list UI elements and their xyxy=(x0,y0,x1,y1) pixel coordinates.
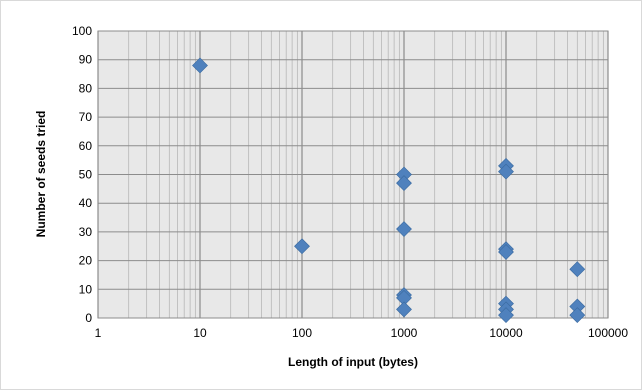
y-tick-label: 0 xyxy=(85,311,92,325)
tick-labels: 1 10 100 1000 10000 100000 0 10 20 30 40 50 60 70 80 90… xyxy=(72,24,628,340)
x-tick-label: 1000 xyxy=(391,326,418,340)
x-tick-label: 10000 xyxy=(489,326,523,340)
data-point xyxy=(569,261,586,278)
x-tick-label: 100 xyxy=(292,326,312,340)
y-tick-label: 20 xyxy=(79,254,93,268)
data-point xyxy=(396,221,412,237)
x-axis-title: Length of input (bytes) xyxy=(288,355,418,369)
y-tick-label: 60 xyxy=(79,139,93,153)
y-tick-label: 100 xyxy=(72,24,92,38)
data-point xyxy=(192,57,208,74)
x-tick-label: 1 xyxy=(95,326,102,340)
data-point xyxy=(294,238,310,255)
x-tick-label: 10 xyxy=(193,326,207,340)
y-axis-title: Number of seeds tried xyxy=(34,111,48,238)
data-point xyxy=(498,163,514,180)
y-tick-label: 10 xyxy=(79,282,93,296)
data-point xyxy=(396,301,412,318)
data-point xyxy=(569,307,586,324)
plot-border xyxy=(97,30,609,319)
data-points xyxy=(192,57,586,324)
y-tick-label: 40 xyxy=(79,196,93,210)
y-tick-label: 30 xyxy=(79,225,93,239)
y-tick-label: 50 xyxy=(79,168,93,182)
data-point xyxy=(498,244,514,260)
x-tick-label: 100000 xyxy=(588,326,628,340)
data-point xyxy=(498,307,514,324)
y-tick-label: 80 xyxy=(79,81,93,95)
axes xyxy=(97,30,609,319)
y-tick-label: 90 xyxy=(79,53,93,67)
y-tick-label: 70 xyxy=(79,110,93,124)
data-point xyxy=(396,175,412,192)
